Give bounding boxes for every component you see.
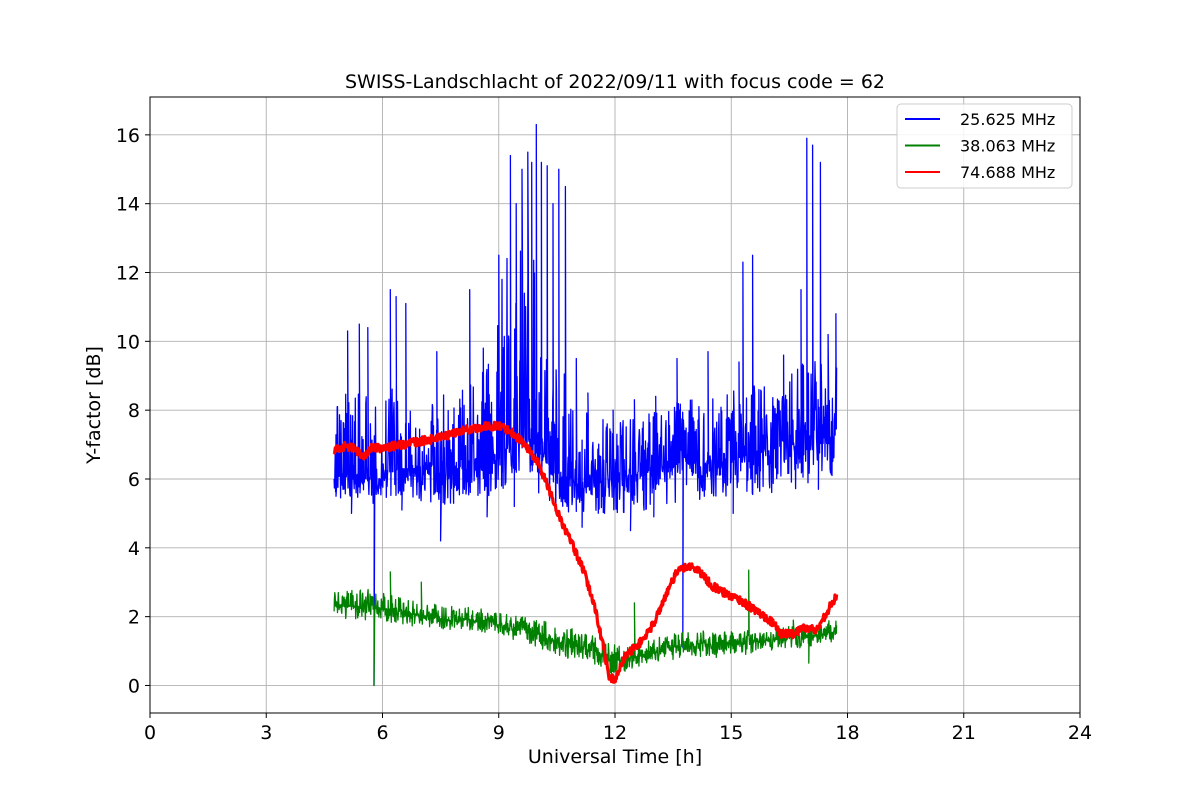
series-line-74-688-mhz	[332, 420, 839, 684]
y-tick-label: 14	[116, 194, 140, 216]
legend-label-38-063-mhz: 38.063 MHz	[960, 137, 1055, 156]
y-tick-label: 16	[116, 125, 140, 147]
series-layer	[332, 123, 839, 687]
legend-box	[896, 103, 1073, 189]
legend-label-74-688-mhz: 74.688 MHz	[960, 163, 1055, 182]
y-axis-label: Y-factor [dB]	[83, 346, 105, 465]
x-tick-label: 15	[719, 722, 743, 744]
x-tick-label: 3	[260, 722, 272, 744]
x-tick-label: 12	[603, 722, 627, 744]
x-axis-label: Universal Time [h]	[528, 746, 702, 768]
x-tick-label: 6	[376, 722, 388, 744]
y-tick-label: 2	[128, 607, 140, 629]
y-tick-label: 8	[128, 400, 140, 422]
y-tick-label: 0	[128, 675, 140, 697]
y-tick-label: 4	[128, 538, 140, 560]
x-tick-label: 0	[144, 722, 156, 744]
legend-entries: 25.625 MHz 38.063 MHz 74.688 MHz	[905, 110, 1055, 182]
series-line-38-063-mhz	[333, 569, 838, 687]
y-tick-label: 6	[128, 469, 140, 491]
chart-title: SWISS-Landschlacht of 2022/09/11 with fo…	[345, 71, 885, 93]
x-tick-label: 21	[952, 722, 976, 744]
x-tick-label: 9	[493, 722, 505, 744]
y-tick-label: 10	[116, 331, 140, 353]
x-tick-label: 18	[835, 722, 859, 744]
legend-label-25-625-mhz: 25.625 MHz	[960, 110, 1055, 129]
x-tick-label: 24	[1068, 722, 1092, 744]
legend: 25.625 MHz 38.063 MHz 74.688 MHz	[896, 103, 1073, 189]
y-tick-label: 12	[116, 263, 140, 285]
series-line-25-625-mhz	[333, 123, 838, 687]
